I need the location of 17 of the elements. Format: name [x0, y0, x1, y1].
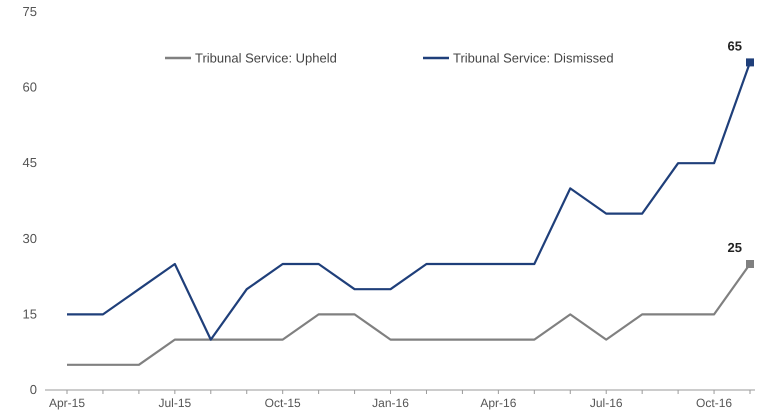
x-tick-label: Apr-15	[48, 396, 86, 410]
x-tick-label: Oct-15	[264, 396, 302, 410]
legend-label: Tribunal Service: Upheld	[195, 50, 337, 66]
data-label: 65	[728, 38, 742, 54]
y-tick-label: 15	[22, 306, 37, 322]
y-tick-label: 30	[22, 230, 37, 246]
data-label: 25	[728, 240, 742, 255]
legend-label: Tribunal Service: Dismissed	[453, 50, 614, 66]
x-tick-label: Jul-15	[158, 396, 192, 410]
y-tick-label: 60	[22, 80, 37, 95]
x-tick-label: Apr-16	[480, 396, 517, 410]
y-tick-label: 45	[22, 155, 37, 170]
y-tick-label: 0	[30, 382, 37, 397]
y-tick-label: 75	[22, 4, 37, 19]
x-tick-label: Jan-16	[372, 396, 410, 410]
x-tick-label: Jul-16	[590, 396, 623, 410]
x-tick-label: Oct-16	[696, 396, 732, 410]
